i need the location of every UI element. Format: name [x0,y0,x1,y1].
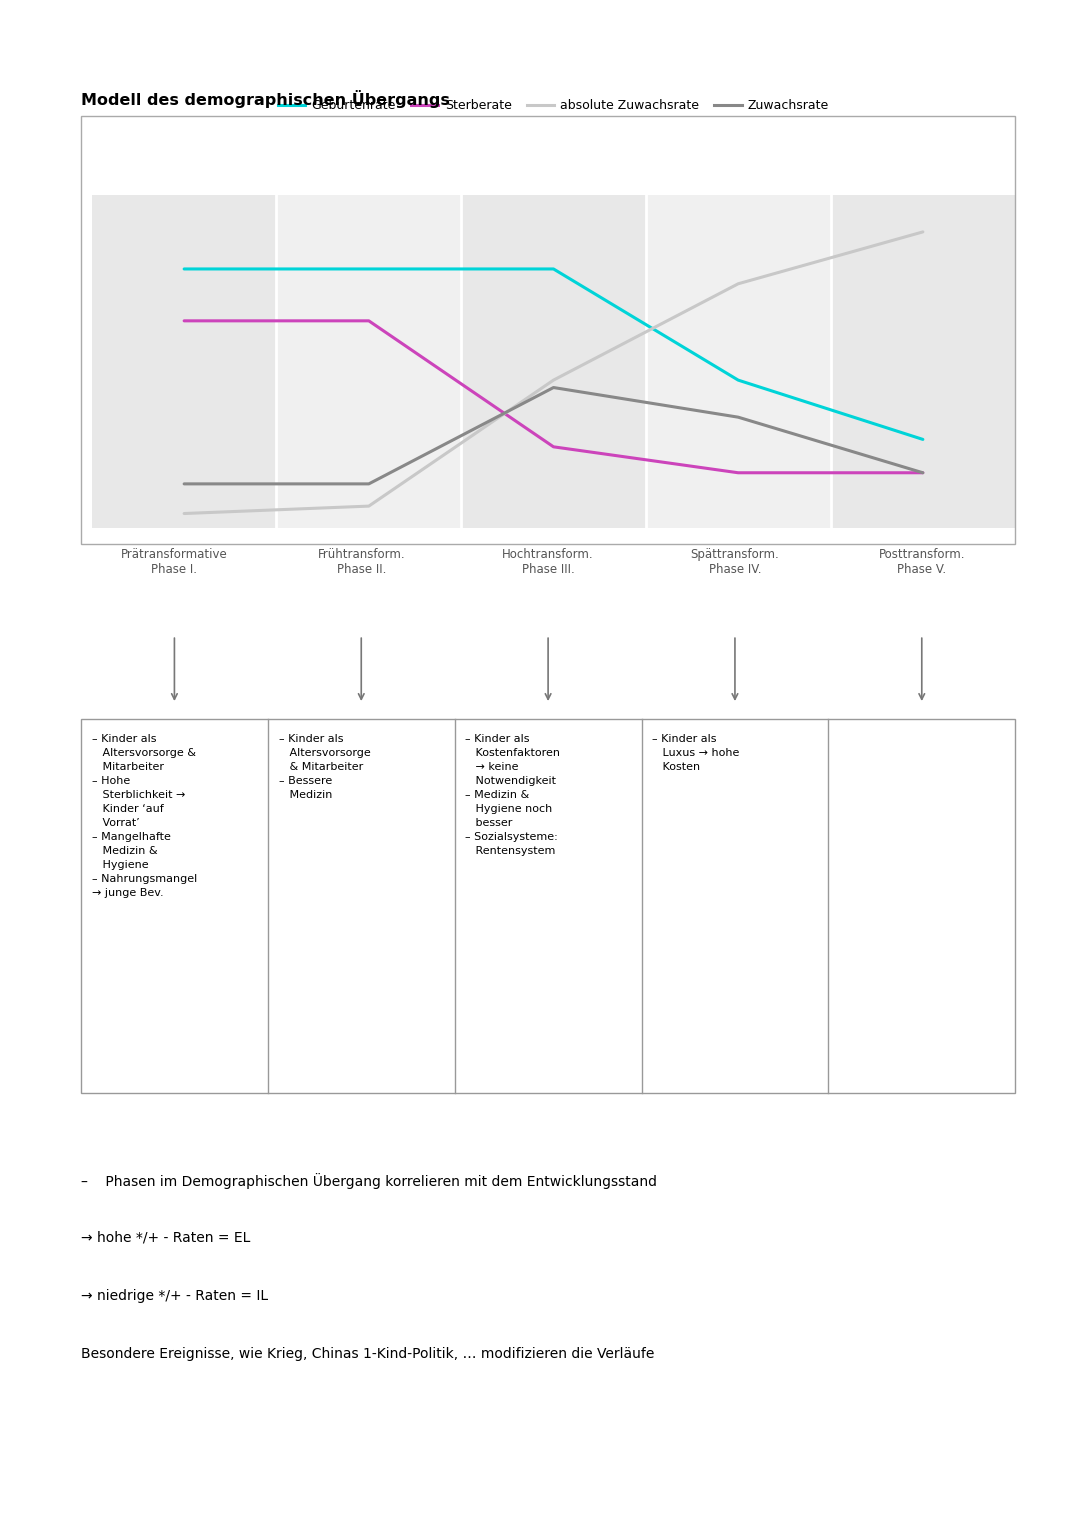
Bar [831,195,1015,528]
Text: Prätransformative
Phase I.: Prätransformative Phase I. [121,548,228,576]
Text: – Kinder als
   Luxus → hohe
   Kosten: – Kinder als Luxus → hohe Kosten [652,734,740,773]
Text: – Kinder als
   Altersvorsorge
   & Mitarbeiter
– Bessere
   Medizin: – Kinder als Altersvorsorge & Mitarbeite… [279,734,370,800]
Text: – Kinder als
   Kostenfaktoren
   → keine
   Notwendigkeit
– Medizin &
   Hygien: – Kinder als Kostenfaktoren → keine Notw… [465,734,561,857]
Text: → niedrige */+ - Raten = IL: → niedrige */+ - Raten = IL [81,1289,268,1303]
Text: Spättransform.
Phase IV.: Spättransform. Phase IV. [690,548,780,576]
Text: Frühtransform.
Phase II.: Frühtransform. Phase II. [318,548,405,576]
Text: Posttransform.
Phase V.: Posttransform. Phase V. [878,548,966,576]
Bar [461,195,646,528]
Text: → hohe */+ - Raten = EL: → hohe */+ - Raten = EL [81,1231,251,1245]
Bar [92,195,276,528]
Bar [276,195,461,528]
Text: – Kinder als
   Altersvorsorge &
   Mitarbeiter
– Hohe
   Sterblichkeit →
   Kin: – Kinder als Altersvorsorge & Mitarbeite… [92,734,197,898]
Text: Modell des demographischen Übergangs: Modell des demographischen Übergangs [81,90,450,108]
Legend: Geburtenrate, Sterberate, absolute Zuwachsrate, Zuwachsrate: Geburtenrate, Sterberate, absolute Zuwac… [273,95,834,118]
Bar [646,195,831,528]
Text: Hochtransform.
Phase III.: Hochtransform. Phase III. [502,548,594,576]
Text: –    Phasen im Demographischen Übergang korrelieren mit dem Entwicklungsstand: – Phasen im Demographischen Übergang kor… [81,1173,657,1188]
Text: Besondere Ereignisse, wie Krieg, Chinas 1-Kind-Politik, … modifizieren die Verlä: Besondere Ereignisse, wie Krieg, Chinas … [81,1347,654,1361]
